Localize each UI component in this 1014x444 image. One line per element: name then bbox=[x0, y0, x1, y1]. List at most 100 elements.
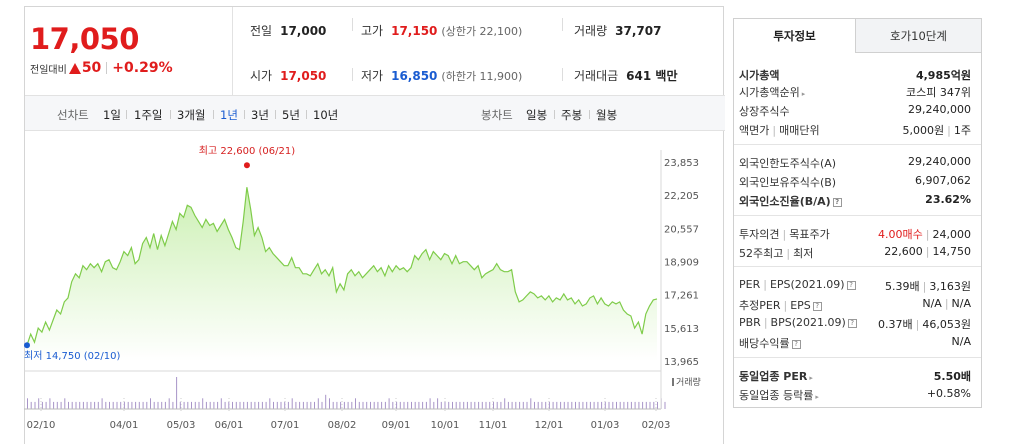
x-tick-label: 12/01 bbox=[535, 420, 564, 431]
dividend-row[interactable]: 배당수익률? N/A bbox=[739, 335, 971, 350]
est-per-row[interactable]: 추정PER | EPS? N/A | N/A bbox=[739, 297, 971, 312]
pbr-bps-row[interactable]: PBR | BPS(2021.09)? 0.37배 | 46,053원 bbox=[739, 316, 971, 331]
x-tick-label: 04/01 bbox=[110, 420, 139, 431]
volume-bar bbox=[358, 401, 360, 409]
volume-bar bbox=[53, 401, 55, 409]
period-1d[interactable]: 1일 bbox=[103, 108, 121, 122]
divider bbox=[562, 18, 563, 31]
period-3m[interactable]: 3개월 bbox=[177, 108, 206, 122]
volume-bar bbox=[34, 401, 36, 409]
volume-bar bbox=[384, 401, 386, 409]
arrow-right-icon: ▸ bbox=[815, 393, 819, 401]
industry-per-row[interactable]: 동일업종 PER ▸ 5.50배 bbox=[739, 370, 971, 383]
volume-stat: 거래량 37,707 bbox=[574, 24, 662, 38]
volume-bar bbox=[172, 401, 174, 409]
volume-bar bbox=[425, 401, 427, 409]
x-tick-label: 05/03 bbox=[167, 420, 196, 431]
volume-bar bbox=[45, 401, 47, 409]
volume-bar bbox=[329, 398, 330, 409]
price-chart[interactable]: 23,853 22,205 20,557 18,909 17,261 15,613 13,9… bbox=[0, 0, 724, 444]
volume-bar bbox=[355, 398, 356, 409]
foreign-ratio-row[interactable]: 외국인소진율(B/A)? 23.62% bbox=[739, 193, 971, 208]
volume-bar bbox=[463, 401, 465, 409]
volume-bar bbox=[71, 401, 73, 409]
tab-order-book[interactable]: 호가10단계 bbox=[855, 19, 981, 53]
volume-bar bbox=[79, 401, 81, 409]
volume-bar bbox=[411, 401, 412, 409]
up-arrow-icon bbox=[68, 62, 81, 74]
volume-bar bbox=[243, 401, 245, 409]
volume-bar bbox=[627, 401, 629, 409]
volume-bar bbox=[366, 401, 368, 409]
volume-label: 거래량 bbox=[676, 376, 701, 388]
period-monthly[interactable]: 월봉 bbox=[596, 108, 618, 122]
y-tick-label: 23,853 bbox=[664, 158, 699, 169]
volume-bar bbox=[276, 401, 278, 409]
volume-bar bbox=[265, 401, 267, 409]
volume-bar bbox=[563, 401, 565, 409]
volume-bar bbox=[601, 401, 603, 409]
open-stat: 시가 17,050 bbox=[250, 69, 327, 83]
volume-bar bbox=[97, 401, 99, 409]
volume-bar bbox=[530, 398, 532, 409]
market-rank-row[interactable]: 시가총액순위 ▸ 코스피 347위 bbox=[739, 86, 971, 99]
volume-bar bbox=[68, 401, 69, 409]
period-1y[interactable]: 1년 bbox=[220, 108, 238, 122]
tab-investment-info[interactable]: 투자정보 bbox=[734, 19, 855, 53]
volume-bar bbox=[217, 401, 219, 409]
volume-bar bbox=[448, 401, 450, 409]
per-eps-row[interactable]: PER | EPS(2021.09)? 5.39배 | 3,163원 bbox=[739, 278, 971, 293]
industry-rate-row[interactable]: 동일업종 등락률 ▸ +0.58% bbox=[739, 387, 971, 402]
volume-bar bbox=[582, 401, 584, 409]
amount-stat: 거래대금 641 백만 bbox=[574, 69, 678, 83]
x-tick-label: 07/01 bbox=[271, 420, 300, 431]
period-10y[interactable]: 10년 bbox=[313, 108, 339, 122]
volume-bar bbox=[90, 401, 92, 409]
volume-bar bbox=[481, 401, 483, 409]
volume-bar bbox=[593, 401, 595, 409]
change-value: 50 bbox=[81, 60, 102, 76]
volume-bar bbox=[146, 401, 148, 409]
volume-bar bbox=[545, 401, 547, 409]
volume-bar bbox=[649, 401, 651, 409]
volume-bar bbox=[511, 401, 513, 409]
volume-bar bbox=[220, 398, 222, 409]
volume-bar bbox=[161, 401, 163, 409]
divider bbox=[352, 68, 353, 81]
x-tick-label: 02/03 bbox=[642, 420, 671, 431]
volume-bar bbox=[485, 401, 487, 409]
x-tick-label: 02/10 bbox=[27, 420, 56, 431]
volume-bar bbox=[123, 401, 125, 409]
arrow-right-icon: ▸ bbox=[801, 90, 806, 98]
volume-bar bbox=[273, 401, 274, 409]
period-5y[interactable]: 5년 bbox=[282, 108, 300, 122]
price-change: 전일대비 50 +0.29% bbox=[30, 60, 173, 76]
volume-bar bbox=[228, 401, 230, 409]
period-weekly[interactable]: 주봉 bbox=[561, 108, 583, 122]
volume-bar bbox=[27, 398, 28, 409]
volume-bar bbox=[157, 401, 159, 409]
volume-bar bbox=[202, 398, 204, 409]
volume-bar bbox=[578, 401, 580, 409]
volume-bar bbox=[586, 401, 588, 409]
x-tick-label: 08/02 bbox=[328, 420, 357, 431]
volume-bar bbox=[414, 401, 416, 409]
volume-bar bbox=[522, 401, 524, 409]
period-daily[interactable]: 일봉 bbox=[526, 108, 548, 122]
volume-bar bbox=[131, 401, 133, 409]
volume-bar bbox=[332, 401, 334, 409]
volume-bar bbox=[653, 401, 655, 409]
volume-bar bbox=[250, 401, 252, 409]
volume-bar bbox=[194, 401, 196, 409]
volume-bar bbox=[295, 401, 297, 409]
high-marker bbox=[243, 162, 250, 169]
period-1w[interactable]: 1주일 bbox=[134, 108, 163, 122]
period-3y[interactable]: 3년 bbox=[251, 108, 269, 122]
help-icon: ? bbox=[846, 280, 856, 290]
y-tick-label: 17,261 bbox=[664, 291, 699, 302]
y-tick-label: 20,557 bbox=[664, 224, 699, 235]
volume-bar bbox=[191, 401, 192, 409]
volume-bar bbox=[336, 401, 338, 409]
volume-bar bbox=[392, 401, 394, 409]
volume-bar bbox=[254, 401, 256, 409]
